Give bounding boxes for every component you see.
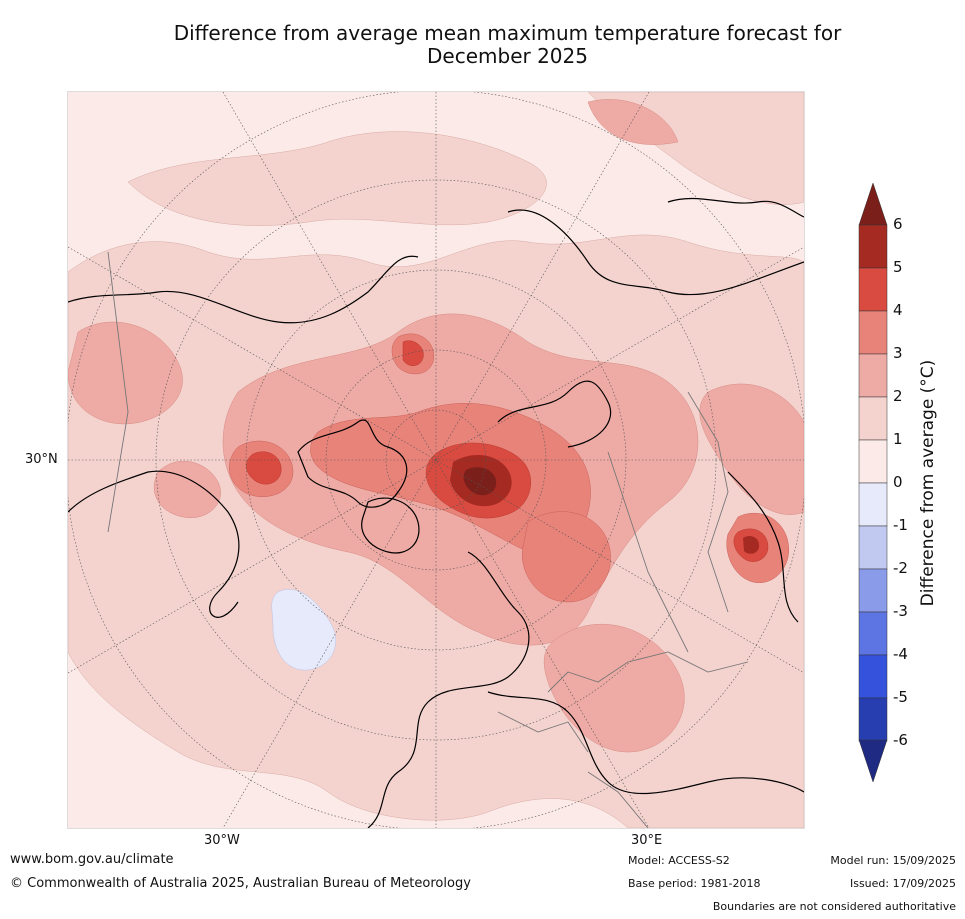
colorbar-tick-label: -5 bbox=[893, 688, 908, 706]
colorbar-bin bbox=[858, 654, 888, 699]
negative-anomaly-patch bbox=[271, 589, 336, 671]
graticule bbox=[68, 92, 804, 828]
colorbar-under-arrow bbox=[858, 739, 888, 783]
colorbar-bin bbox=[858, 267, 888, 312]
colorbar-tick-label: 3 bbox=[893, 344, 903, 362]
model-run-text: Model run: 15/09/2025 bbox=[830, 854, 956, 867]
colorbar bbox=[858, 182, 888, 783]
colorbar-over-arrow bbox=[858, 182, 888, 226]
website-text: www.bom.gov.au/climate bbox=[10, 852, 174, 867]
anomaly-band-5-plus bbox=[450, 455, 760, 554]
colorbar-tick-label: 4 bbox=[893, 301, 903, 319]
colorbar-tick-label: -6 bbox=[893, 731, 908, 749]
title-line-1: Difference from average mean maximum tem… bbox=[173, 21, 842, 45]
colorbar-tick-label: 2 bbox=[893, 387, 903, 405]
disclaimer-text: Boundaries are not considered authoritat… bbox=[712, 900, 956, 913]
lon-label-30w: 30°W bbox=[204, 833, 240, 848]
colorbar-bin bbox=[858, 439, 888, 484]
colorbar-bin bbox=[858, 482, 888, 527]
lon-label-30e: 30°E bbox=[631, 833, 663, 848]
copyright-text: © Commonwealth of Australia 2025, Austra… bbox=[10, 876, 471, 891]
colorbar-bin bbox=[858, 224, 888, 269]
colorbar-bin bbox=[858, 611, 888, 656]
map-panel bbox=[67, 91, 805, 829]
lat-label-30n: 30°N bbox=[25, 452, 58, 467]
colorbar-tick-label: -4 bbox=[893, 645, 908, 663]
colorbar-tick-label: -3 bbox=[893, 602, 908, 620]
map-title: Difference from average mean maximum tem… bbox=[60, 22, 955, 68]
colorbar-tick-label: 1 bbox=[893, 430, 903, 448]
colorbar-bin bbox=[858, 396, 888, 441]
colorbar-bin bbox=[858, 353, 888, 398]
colorbar-tick-label: 0 bbox=[893, 473, 903, 491]
colorbar-tick-label: 6 bbox=[893, 215, 903, 233]
colorbar-tick-label: -2 bbox=[893, 559, 908, 577]
base-period-text: Base period: 1981-2018 bbox=[628, 877, 761, 890]
coastlines bbox=[68, 197, 804, 828]
colorbar-tick-label: -1 bbox=[893, 516, 908, 534]
country-boundaries bbox=[107, 251, 749, 828]
colorbar-bin bbox=[858, 525, 888, 570]
model-text: Model: ACCESS-S2 bbox=[628, 854, 730, 867]
colorbar-bin bbox=[858, 568, 888, 613]
colorbar-bin bbox=[858, 310, 888, 355]
anomaly-map bbox=[68, 92, 804, 828]
issued-text: Issued: 17/09/2025 bbox=[849, 877, 956, 890]
colorbar-bins bbox=[858, 224, 888, 742]
colorbar-label: Difference from average (°C) bbox=[918, 359, 938, 607]
title-line-2: December 2025 bbox=[427, 44, 588, 68]
colorbar-tick-label: 5 bbox=[893, 258, 903, 276]
colorbar-bin bbox=[858, 697, 888, 742]
